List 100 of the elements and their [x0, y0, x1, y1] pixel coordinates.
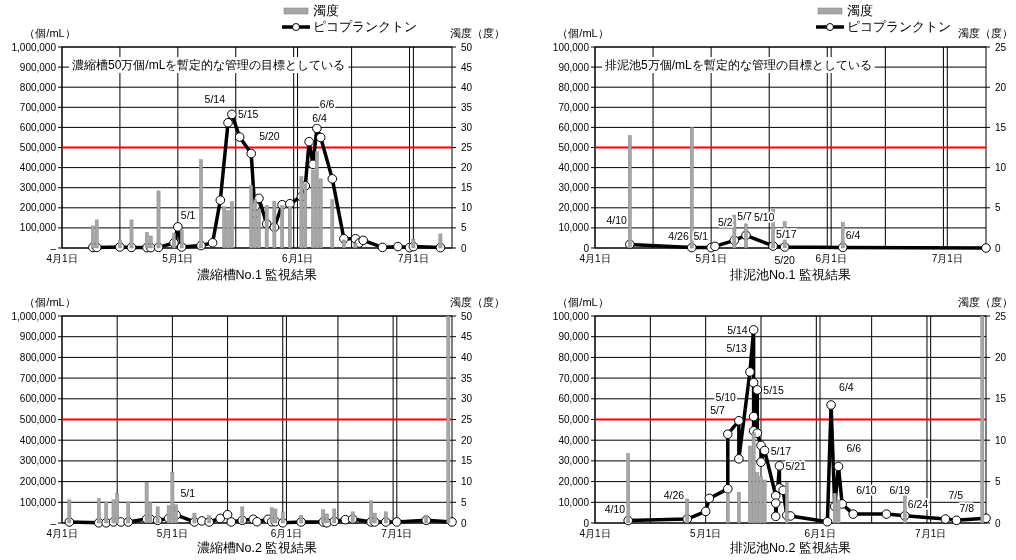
y2-tick-label: 45 [461, 331, 473, 343]
annotation: 排泥池5万個/mLを暫定的な管理の目標としている [605, 58, 872, 72]
y-axis-title: （個/mL） [24, 27, 76, 39]
y2-tick-label: 35 [461, 101, 473, 113]
y2-tick-label: 30 [461, 393, 473, 405]
y2-tick-label: 15 [995, 393, 1007, 405]
y-tick-label: 1,000,000 [11, 41, 57, 53]
y2-tick-label: 50 [461, 41, 473, 53]
x-tick-label: 7月1日 [381, 528, 413, 539]
y-tick-label: – [50, 242, 57, 254]
annotation: 6/4 [839, 381, 854, 394]
y2-tick-label: 0 [995, 517, 1001, 529]
annotation: 6/4 [845, 229, 861, 242]
y-tick-label: 700,000 [19, 101, 57, 113]
annotation: 5/15 [237, 108, 259, 121]
y-tick-label: 700,000 [19, 372, 57, 384]
y2-tick-label: 20 [995, 81, 1007, 93]
x-tick-label: 5月1日 [695, 253, 727, 264]
x-tick-label: 7月1日 [915, 528, 947, 539]
annotation: 5/1 [693, 229, 709, 242]
y2-tick-label: 5 [995, 202, 1001, 214]
x-tick-label: 5月1日 [156, 528, 188, 539]
annotation: 5/7 [710, 404, 725, 417]
y-tick-label: 60,000 [558, 121, 590, 133]
annotation: 5/15 [763, 383, 784, 396]
annotation: 5/1 [180, 487, 196, 500]
y2-tick-label: 50 [461, 310, 473, 322]
y-tick-label: 10,000 [558, 222, 590, 234]
y-tick-label: 90,000 [558, 61, 590, 73]
y2-tick-label: 25 [461, 414, 473, 425]
y-tick-label: 0 [583, 242, 590, 254]
y2-axis-title: 濁度（度） [958, 296, 1013, 308]
legend-label: 濁度 [313, 3, 339, 18]
annotation: 7/5 [948, 489, 964, 502]
y-tick-label: 200,000 [19, 476, 57, 488]
y-tick-label: 400,000 [19, 162, 57, 174]
y-tick-label: 80,000 [558, 351, 590, 363]
x-tick-label: 6月1日 [815, 253, 847, 264]
annotation: 5/1 [180, 208, 196, 221]
annotation: 4/26 [663, 489, 685, 502]
y-tick-label: 70,000 [558, 101, 590, 113]
y2-tick-label: 35 [461, 372, 473, 384]
y2-tick-label: 25 [995, 41, 1007, 53]
y-tick-label: 900,000 [19, 61, 57, 73]
y-tick-label: 80,000 [558, 81, 590, 93]
y-tick-label: 600,000 [19, 393, 57, 405]
y2-tick-label: 0 [461, 517, 467, 529]
x-tick-label: 4月1日 [579, 528, 611, 539]
y-tick-label: 800,000 [19, 81, 57, 93]
y-tick-label: 90,000 [558, 331, 590, 343]
text: 濃縮槽No.2 監視結果 [196, 541, 318, 555]
x-tick-label: 4月1日 [46, 528, 78, 539]
y-tick-label: 500,000 [19, 414, 57, 425]
annotation: 5/14 [204, 92, 226, 105]
y-tick-label: 100,000 [552, 310, 590, 322]
y2-tick-label: 5 [995, 476, 1001, 488]
annotation: 5/20 [774, 253, 796, 266]
y-tick-label: 400,000 [19, 434, 57, 446]
y2-tick-label: 10 [995, 434, 1007, 446]
x-tick-label: 5月1日 [162, 253, 194, 264]
x-tick-label: 4月1日 [579, 253, 611, 264]
y2-tick-label: 5 [461, 496, 467, 508]
y2-tick-label: 45 [461, 61, 473, 73]
annotation: 5/13 [726, 341, 748, 354]
annotation: 7/8 [959, 502, 975, 515]
y-tick-label: 100,000 [552, 41, 590, 53]
y2-tick-label: 25 [995, 310, 1007, 322]
legend-label: 濁度 [847, 3, 873, 18]
y-tick-label: 30,000 [558, 455, 590, 467]
y-tick-label: 0 [583, 517, 590, 529]
x-tick-label: 4月1日 [46, 253, 78, 264]
y-axis-title: （個/mL） [557, 296, 609, 308]
y-tick-label: 200,000 [19, 202, 57, 214]
y2-tick-label: 20 [995, 351, 1007, 363]
text: 濃縮槽No.1 監視結果 [196, 268, 318, 282]
y-tick-label: 50,000 [558, 414, 590, 425]
y-tick-label: 30,000 [558, 182, 590, 194]
annotation: 4/10 [604, 502, 626, 515]
legend-label: ピコプランクトン [313, 20, 417, 34]
y2-tick-label: 10 [461, 202, 473, 214]
y2-tick-label: 15 [995, 121, 1007, 133]
y2-tick-label: 30 [461, 121, 473, 133]
y2-tick-label: 20 [461, 434, 473, 446]
y-tick-label: 60,000 [558, 393, 590, 405]
y2-tick-label: 10 [461, 476, 473, 488]
annotation: 5/21 [785, 459, 807, 472]
y-tick-label: 70,000 [558, 372, 590, 384]
annotation: 5/17 [770, 444, 792, 457]
text: 排泥池No.1 監視結果 [730, 268, 851, 282]
y-tick-label: 300,000 [19, 182, 57, 194]
annotation: 濃縮槽50万個/mLを暫定的な管理の目標としている [72, 58, 346, 72]
y-tick-label: 1,000,000 [11, 310, 57, 322]
y2-tick-label: 5 [461, 222, 467, 234]
annotation: 5/7 [737, 210, 753, 223]
annotation: 4/10 [606, 214, 627, 227]
y2-tick-label: 40 [461, 351, 473, 363]
y-tick-label: 500,000 [19, 142, 57, 153]
legend-label: ピコプランクトン [847, 20, 951, 34]
x-tick-label: 6月1日 [270, 528, 302, 539]
y-tick-label: – [50, 517, 57, 529]
